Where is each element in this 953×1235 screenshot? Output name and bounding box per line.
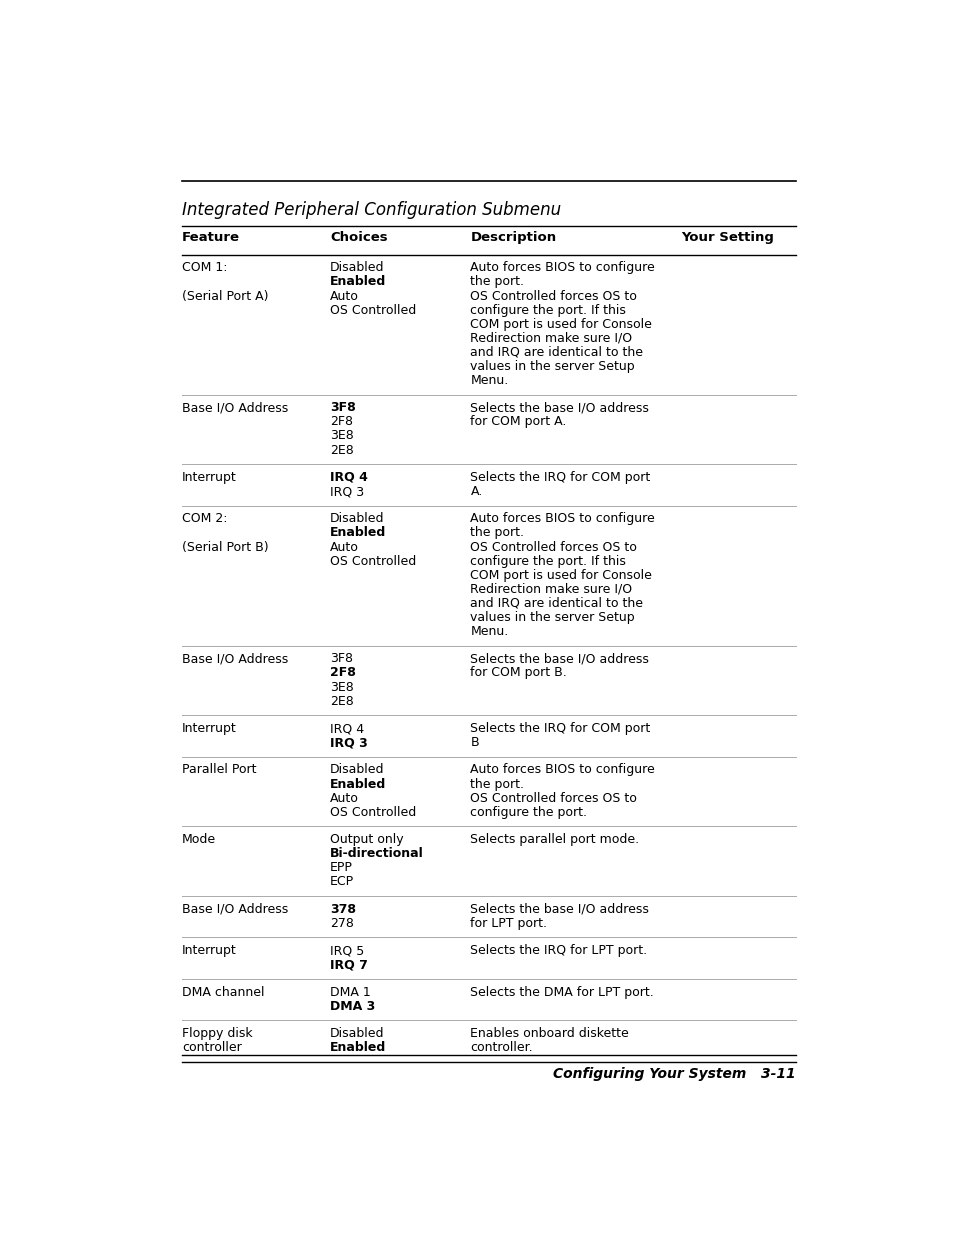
- Text: for COM port B.: for COM port B.: [470, 667, 567, 679]
- Text: 378: 378: [330, 903, 355, 915]
- Text: Floppy disk: Floppy disk: [182, 1028, 253, 1040]
- Text: 3E8: 3E8: [330, 680, 354, 694]
- Text: IRQ 4: IRQ 4: [330, 471, 368, 484]
- Text: configure the port.: configure the port.: [470, 805, 587, 819]
- Text: Your Setting: Your Setting: [680, 231, 773, 245]
- Text: COM port is used for Console: COM port is used for Console: [470, 317, 652, 331]
- Text: COM port is used for Console: COM port is used for Console: [470, 568, 652, 582]
- Text: OS Controlled: OS Controlled: [330, 805, 416, 819]
- Text: 3F8: 3F8: [330, 401, 355, 415]
- Text: Feature: Feature: [182, 231, 240, 245]
- Text: Disabled: Disabled: [330, 763, 384, 777]
- Text: Interrupt: Interrupt: [182, 722, 236, 735]
- Text: EPP: EPP: [330, 861, 353, 874]
- Text: Interrupt: Interrupt: [182, 944, 236, 957]
- Text: configure the port. If this: configure the port. If this: [470, 555, 626, 568]
- Text: Output only: Output only: [330, 834, 403, 846]
- Text: COM 2:: COM 2:: [182, 513, 228, 525]
- Text: and IRQ are identical to the: and IRQ are identical to the: [470, 597, 642, 610]
- Text: Base I/O Address: Base I/O Address: [182, 652, 288, 666]
- Text: 2E8: 2E8: [330, 443, 354, 457]
- Text: Menu.: Menu.: [470, 374, 508, 387]
- Text: IRQ 4: IRQ 4: [330, 722, 364, 735]
- Text: (Serial Port A): (Serial Port A): [182, 289, 269, 303]
- Text: controller: controller: [182, 1041, 242, 1055]
- Text: A.: A.: [470, 485, 482, 498]
- Text: OS Controlled forces OS to: OS Controlled forces OS to: [470, 541, 637, 553]
- Text: 2F8: 2F8: [330, 667, 355, 679]
- Text: OS Controlled forces OS to: OS Controlled forces OS to: [470, 792, 637, 805]
- Text: Auto forces BIOS to configure: Auto forces BIOS to configure: [470, 513, 655, 525]
- Text: IRQ 7: IRQ 7: [330, 958, 368, 971]
- Text: the port.: the port.: [470, 778, 524, 790]
- Text: Interrupt: Interrupt: [182, 471, 236, 484]
- Text: Disabled: Disabled: [330, 513, 384, 525]
- Text: for LPT port.: for LPT port.: [470, 916, 547, 930]
- Text: OS Controlled forces OS to: OS Controlled forces OS to: [470, 289, 637, 303]
- Text: DMA 3: DMA 3: [330, 999, 375, 1013]
- Text: OS Controlled: OS Controlled: [330, 304, 416, 316]
- Text: Enables onboard diskette: Enables onboard diskette: [470, 1028, 629, 1040]
- Text: Auto forces BIOS to configure: Auto forces BIOS to configure: [470, 763, 655, 777]
- Text: controller.: controller.: [470, 1041, 533, 1055]
- Text: DMA 1: DMA 1: [330, 986, 371, 999]
- Text: configure the port. If this: configure the port. If this: [470, 304, 626, 316]
- Text: OS Controlled: OS Controlled: [330, 555, 416, 568]
- Text: Enabled: Enabled: [330, 526, 386, 540]
- Text: Base I/O Address: Base I/O Address: [182, 903, 288, 915]
- Text: Auto: Auto: [330, 541, 358, 553]
- Text: B: B: [470, 736, 478, 750]
- Text: Redirection make sure I/O: Redirection make sure I/O: [470, 332, 632, 345]
- Text: 3E8: 3E8: [330, 430, 354, 442]
- Text: 3F8: 3F8: [330, 652, 353, 666]
- Text: Selects the DMA for LPT port.: Selects the DMA for LPT port.: [470, 986, 654, 999]
- Text: Parallel Port: Parallel Port: [182, 763, 256, 777]
- Text: 278: 278: [330, 916, 354, 930]
- Text: Selects the IRQ for COM port: Selects the IRQ for COM port: [470, 722, 650, 735]
- Text: 2E8: 2E8: [330, 694, 354, 708]
- Text: Enabled: Enabled: [330, 1041, 386, 1055]
- Text: ECP: ECP: [330, 876, 354, 888]
- Text: Enabled: Enabled: [330, 275, 386, 289]
- Text: values in the server Setup: values in the server Setup: [470, 611, 635, 624]
- Text: COM 1:: COM 1:: [182, 262, 228, 274]
- Text: IRQ 5: IRQ 5: [330, 944, 364, 957]
- Text: 2F8: 2F8: [330, 415, 353, 429]
- Text: Menu.: Menu.: [470, 625, 508, 638]
- Text: values in the server Setup: values in the server Setup: [470, 359, 635, 373]
- Text: and IRQ are identical to the: and IRQ are identical to the: [470, 346, 642, 359]
- Text: IRQ 3: IRQ 3: [330, 485, 364, 498]
- Text: (Serial Port B): (Serial Port B): [182, 541, 269, 553]
- Text: the port.: the port.: [470, 275, 524, 289]
- Text: IRQ 3: IRQ 3: [330, 736, 367, 750]
- Text: Auto: Auto: [330, 792, 358, 805]
- Text: Disabled: Disabled: [330, 1028, 384, 1040]
- Text: Auto: Auto: [330, 289, 358, 303]
- Text: for COM port A.: for COM port A.: [470, 415, 566, 429]
- Text: Description: Description: [470, 231, 556, 245]
- Text: Configuring Your System   3-11: Configuring Your System 3-11: [553, 1067, 795, 1081]
- Text: Selects the IRQ for LPT port.: Selects the IRQ for LPT port.: [470, 944, 647, 957]
- Text: Enabled: Enabled: [330, 778, 386, 790]
- Text: Redirection make sure I/O: Redirection make sure I/O: [470, 583, 632, 595]
- Text: Selects the base I/O address: Selects the base I/O address: [470, 903, 649, 915]
- Text: Auto forces BIOS to configure: Auto forces BIOS to configure: [470, 262, 655, 274]
- Text: Mode: Mode: [182, 834, 216, 846]
- Text: Selects parallel port mode.: Selects parallel port mode.: [470, 834, 639, 846]
- Text: Integrated Peripheral Configuration Submenu: Integrated Peripheral Configuration Subm…: [182, 200, 560, 219]
- Text: Selects the IRQ for COM port: Selects the IRQ for COM port: [470, 471, 650, 484]
- Text: Selects the base I/O address: Selects the base I/O address: [470, 652, 649, 666]
- Text: Disabled: Disabled: [330, 262, 384, 274]
- Text: Bi-directional: Bi-directional: [330, 847, 423, 860]
- Text: Base I/O Address: Base I/O Address: [182, 401, 288, 415]
- Text: Selects the base I/O address: Selects the base I/O address: [470, 401, 649, 415]
- Text: Choices: Choices: [330, 231, 387, 245]
- Text: DMA channel: DMA channel: [182, 986, 264, 999]
- Text: the port.: the port.: [470, 526, 524, 540]
